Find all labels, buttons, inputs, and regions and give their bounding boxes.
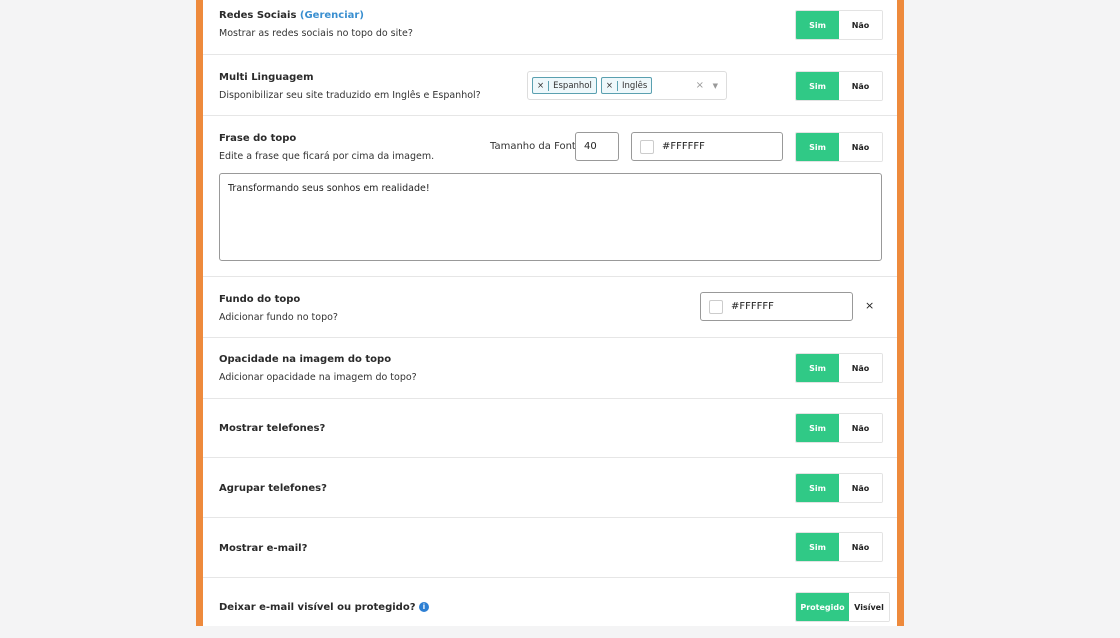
social-desc: Mostrar as redes sociais no topo do site… xyxy=(219,28,413,39)
yes-button[interactable]: Sim xyxy=(796,133,839,161)
no-button[interactable]: Não xyxy=(839,11,882,39)
email-toggle[interactable]: Sim Não xyxy=(795,532,883,562)
row-social: Redes Sociais (Gerenciar) Mostrar as red… xyxy=(203,0,897,55)
row-group: Agrupar telefones? Sim Não xyxy=(203,458,897,518)
yes-button[interactable]: Sim xyxy=(796,414,839,442)
no-button[interactable]: Não xyxy=(839,414,882,442)
tag-espanhol: × Espanhol xyxy=(532,77,597,94)
row-phrase: Frase do topo Edite a frase que ficará p… xyxy=(203,116,897,277)
chevron-down-icon[interactable]: ▼ xyxy=(712,81,718,90)
tag-ingles: × Inglês xyxy=(600,77,653,94)
phones-title: Mostrar telefones? xyxy=(219,423,326,434)
emailvis-title: Deixar e-mail visível ou protegido? xyxy=(219,602,416,613)
row-bg: Fundo do topo Adicionar fundo no topo? #… xyxy=(203,277,897,338)
settings-panel: Redes Sociais (Gerenciar) Mostrar as red… xyxy=(196,0,904,626)
bg-color-input[interactable]: #FFFFFF xyxy=(700,292,853,321)
row-phones: Mostrar telefones? Sim Não xyxy=(203,399,897,458)
group-toggle[interactable]: Sim Não xyxy=(795,473,883,503)
yes-button[interactable]: Sim xyxy=(796,533,839,561)
group-title: Agrupar telefones? xyxy=(219,483,327,494)
phrase-textarea[interactable]: Transformando seus sonhos em realidade! xyxy=(219,173,882,261)
phrase-color-input[interactable]: #FFFFFF xyxy=(631,132,783,161)
yes-button[interactable]: Sim xyxy=(796,354,839,382)
row-email: Mostrar e-mail? Sim Não xyxy=(203,518,897,578)
manage-link[interactable]: (Gerenciar) xyxy=(299,10,364,21)
info-icon[interactable]: i xyxy=(419,602,429,612)
phrase-title: Frase do topo xyxy=(219,133,297,144)
yes-button[interactable]: Sim xyxy=(796,474,839,502)
no-button[interactable]: Não xyxy=(839,533,882,561)
emailvis-toggle[interactable]: Protegido Visível xyxy=(795,592,890,622)
yes-button[interactable]: Sim xyxy=(796,72,839,100)
no-button[interactable]: Não xyxy=(839,354,882,382)
lang-desc: Disponibilizar seu site traduzido em Ing… xyxy=(219,90,481,101)
protected-button[interactable]: Protegido xyxy=(796,593,849,621)
color-swatch[interactable] xyxy=(709,299,723,314)
opacity-toggle[interactable]: Sim Não xyxy=(795,353,883,383)
opacity-desc: Adicionar opacidade na imagem do topo? xyxy=(219,372,417,383)
row-opacity: Opacidade na imagem do topo Adicionar op… xyxy=(203,338,897,399)
font-size-label: Tamanho da Fonte xyxy=(490,141,583,152)
no-button[interactable]: Não xyxy=(839,72,882,100)
visible-button[interactable]: Visível xyxy=(849,593,889,621)
social-toggle[interactable]: Sim Não xyxy=(795,10,883,40)
phones-toggle[interactable]: Sim Não xyxy=(795,413,883,443)
remove-tag-icon[interactable]: × xyxy=(533,80,550,91)
no-button[interactable]: Não xyxy=(839,133,882,161)
lang-title: Multi Linguagem xyxy=(219,72,314,83)
opacity-title: Opacidade na imagem do topo xyxy=(219,354,392,365)
no-button[interactable]: Não xyxy=(839,474,882,502)
color-swatch[interactable] xyxy=(640,139,654,154)
lang-toggle[interactable]: Sim Não xyxy=(795,71,883,101)
close-icon[interactable]: × xyxy=(865,299,875,312)
yes-button[interactable]: Sim xyxy=(796,11,839,39)
language-select[interactable]: × Espanhol × Inglês × ▼ xyxy=(527,71,727,100)
phrase-desc: Edite a frase que ficará por cima da ima… xyxy=(219,151,435,162)
clear-icon[interactable]: × xyxy=(695,80,704,91)
row-email-visibility: Deixar e-mail visível ou protegido? i Pr… xyxy=(203,578,897,638)
phrase-toggle[interactable]: Sim Não xyxy=(795,132,883,162)
bg-desc: Adicionar fundo no topo? xyxy=(219,312,338,323)
font-size-input[interactable]: 40 xyxy=(575,132,619,161)
row-lang: Multi Linguagem Disponibilizar seu site … xyxy=(203,55,897,116)
social-title: Redes Sociais xyxy=(219,10,297,21)
bg-title: Fundo do topo xyxy=(219,294,301,305)
email-title: Mostrar e-mail? xyxy=(219,543,308,554)
remove-tag-icon[interactable]: × xyxy=(602,80,618,91)
